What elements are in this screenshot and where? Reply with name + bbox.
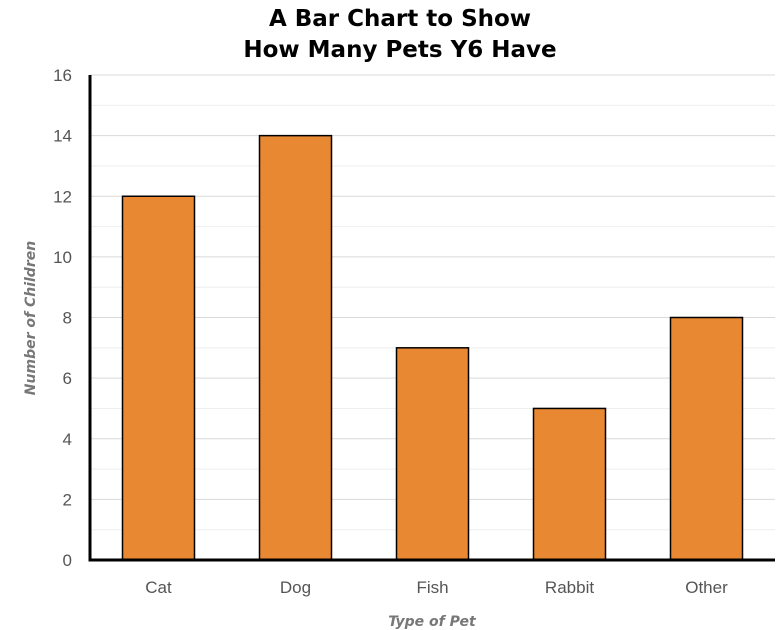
y-tick-label: 6	[63, 369, 72, 388]
y-tick-label: 10	[53, 248, 72, 267]
chart-title-line-2: How Many Pets Y6 Have	[243, 37, 557, 63]
x-tick-label: Cat	[145, 578, 172, 597]
bar-fish	[395, 347, 470, 561]
x-tick-label: Dog	[280, 578, 311, 597]
bar-rabbit	[532, 407, 607, 561]
chart-title: A Bar Chart to Show How Many Pets Y6 Hav…	[200, 4, 600, 66]
y-tick-label: 16	[53, 66, 72, 85]
bar-other	[669, 316, 744, 561]
y-axis-title: Number of Children	[23, 241, 39, 395]
y-tick-label: 0	[63, 551, 72, 570]
chart-title-line-1: A Bar Chart to Show	[268, 6, 532, 32]
y-tick-label: 2	[63, 490, 72, 509]
x-tick-label: Other	[685, 578, 728, 597]
y-tick-label: 4	[63, 430, 72, 449]
tick-labels: 0 2 4 6 8 10 12 14 16 Cat Dog Fish Rabbit Other	[53, 66, 728, 597]
x-tick-label: Rabbit	[545, 578, 594, 597]
y-tick-label: 8	[63, 309, 72, 328]
x-tick-label: Fish	[416, 578, 448, 597]
x-axis-title: Type of Pet	[388, 614, 477, 630]
bar-cat	[121, 195, 196, 561]
axes	[88, 75, 775, 562]
y-tick-label: 12	[53, 187, 72, 206]
bars	[121, 134, 744, 561]
bar-dog	[258, 134, 333, 561]
y-tick-label: 14	[53, 127, 72, 146]
